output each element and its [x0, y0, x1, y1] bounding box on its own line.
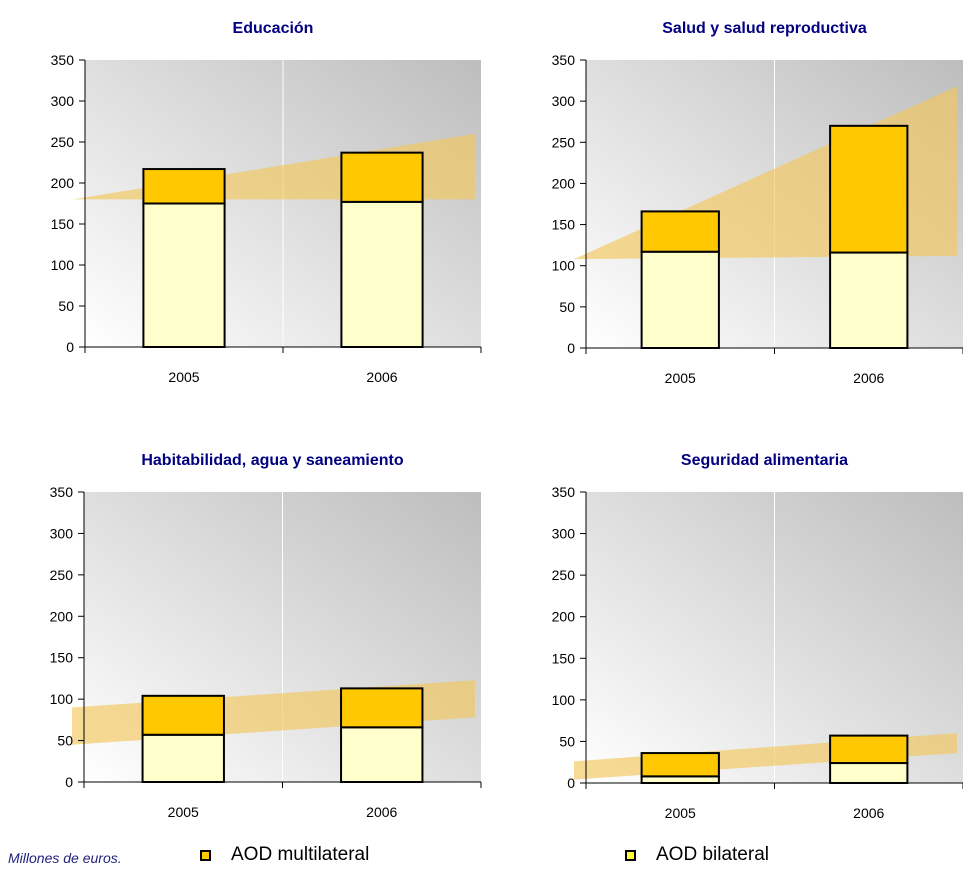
y-tick-label-0: 0	[567, 340, 575, 356]
y-tick-label-300: 300	[552, 93, 576, 109]
y-tick-label-150: 150	[50, 650, 74, 666]
x-tick-label-2005: 2005	[665, 370, 696, 386]
x-tick-label-2005: 2005	[168, 369, 199, 385]
bar-bilateral-2006	[340, 200, 424, 348]
chart-1: 2005 2006 0 50 100 150 200 250 300 350 Educación	[51, 20, 482, 385]
chart-3: 2005 2006 0 50 100 150 200 250 300 350 Habitabilid…	[50, 452, 482, 820]
units-footnote: Millones de euros.	[8, 850, 122, 866]
y-tick-label-100: 100	[50, 691, 74, 707]
bar-multilateral-2006	[829, 124, 909, 254]
bar-multilateral-2006	[829, 734, 909, 765]
y-tick-label-350: 350	[552, 484, 576, 500]
legend-item-bilateral: AOD bilateral	[625, 844, 769, 866]
y-tick-label-250: 250	[50, 567, 74, 583]
chart-title: Seguridad alimentaria	[681, 452, 848, 469]
bar-bilateral-2006	[340, 726, 424, 783]
bar-bilateral-2006	[829, 762, 909, 785]
x-tick-label-2006: 2006	[366, 804, 397, 820]
y-tick-label-200: 200	[552, 175, 576, 191]
y-tick-label-300: 300	[50, 525, 74, 541]
bar-multilateral-2006	[340, 687, 424, 729]
legend-item-multilateral: AOD multilateral	[200, 844, 369, 866]
y-tick-label-100: 100	[51, 257, 75, 273]
chart-title: Habitabilidad, agua y saneamiento	[141, 452, 404, 469]
y-tick-label-0: 0	[66, 339, 74, 355]
y-tick-label-150: 150	[552, 217, 576, 233]
y-tick-label-150: 150	[552, 650, 576, 666]
bar-bilateral-2005	[141, 733, 225, 783]
x-tick-label-2005: 2005	[665, 805, 696, 821]
x-tick-label-2006: 2006	[366, 369, 397, 385]
y-tick-label-150: 150	[51, 216, 75, 232]
x-tick-label-2005: 2005	[168, 804, 199, 820]
chart-title: Salud y salud reproductiva	[662, 20, 867, 37]
y-tick-label-100: 100	[552, 258, 576, 274]
bar-multilateral-2006	[340, 151, 424, 203]
y-tick-label-300: 300	[51, 93, 75, 109]
y-tick-label-50: 50	[57, 733, 73, 749]
chart-4: 2005 2006 0 50 100 150 200 250 300 350 Seguridad a…	[552, 452, 963, 821]
y-tick-label-50: 50	[559, 299, 575, 315]
legend-swatch-multilateral	[200, 849, 211, 861]
y-tick-label-350: 350	[51, 52, 75, 68]
legend-label-multilateral: AOD multilateral	[231, 844, 370, 865]
y-tick-label-50: 50	[58, 298, 74, 314]
chart-grid: 2005 2006050100150200250300350Educación20…	[50, 20, 963, 821]
y-tick-label-0: 0	[65, 774, 73, 790]
chart-title: Educación	[233, 20, 314, 37]
y-tick-label-250: 250	[552, 567, 576, 583]
y-tick-label-50: 50	[559, 733, 575, 749]
y-tick-label-250: 250	[51, 134, 75, 150]
y-tick-label-0: 0	[567, 775, 575, 791]
footer: Millones de euros. AOD multilateral AOD …	[0, 838, 963, 878]
y-tick-label-350: 350	[50, 484, 74, 500]
bar-multilateral-2005	[141, 694, 225, 736]
legend-swatch-bilateral	[625, 849, 636, 861]
y-tick-label-200: 200	[50, 608, 74, 624]
bar-bilateral-2006	[829, 251, 909, 349]
chart-2: 2005 2006 0 50 100 150 200 250 300 350 Salud y sal…	[552, 20, 963, 386]
bar-multilateral-2005	[640, 752, 720, 778]
y-tick-label-200: 200	[552, 609, 576, 625]
y-tick-label-200: 200	[51, 175, 75, 191]
y-tick-label-250: 250	[552, 134, 576, 150]
y-tick-label-350: 350	[552, 52, 576, 68]
bar-bilateral-2005	[640, 250, 720, 349]
bar-multilateral-2005	[640, 210, 720, 253]
x-tick-label-2006: 2006	[853, 805, 884, 821]
bar-bilateral-2005	[142, 202, 226, 348]
y-tick-label-300: 300	[552, 526, 576, 542]
x-tick-label-2006: 2006	[853, 370, 884, 386]
y-tick-label-100: 100	[552, 692, 576, 708]
legend-label-bilateral: AOD bilateral	[656, 844, 769, 865]
bar-multilateral-2005	[142, 168, 226, 205]
